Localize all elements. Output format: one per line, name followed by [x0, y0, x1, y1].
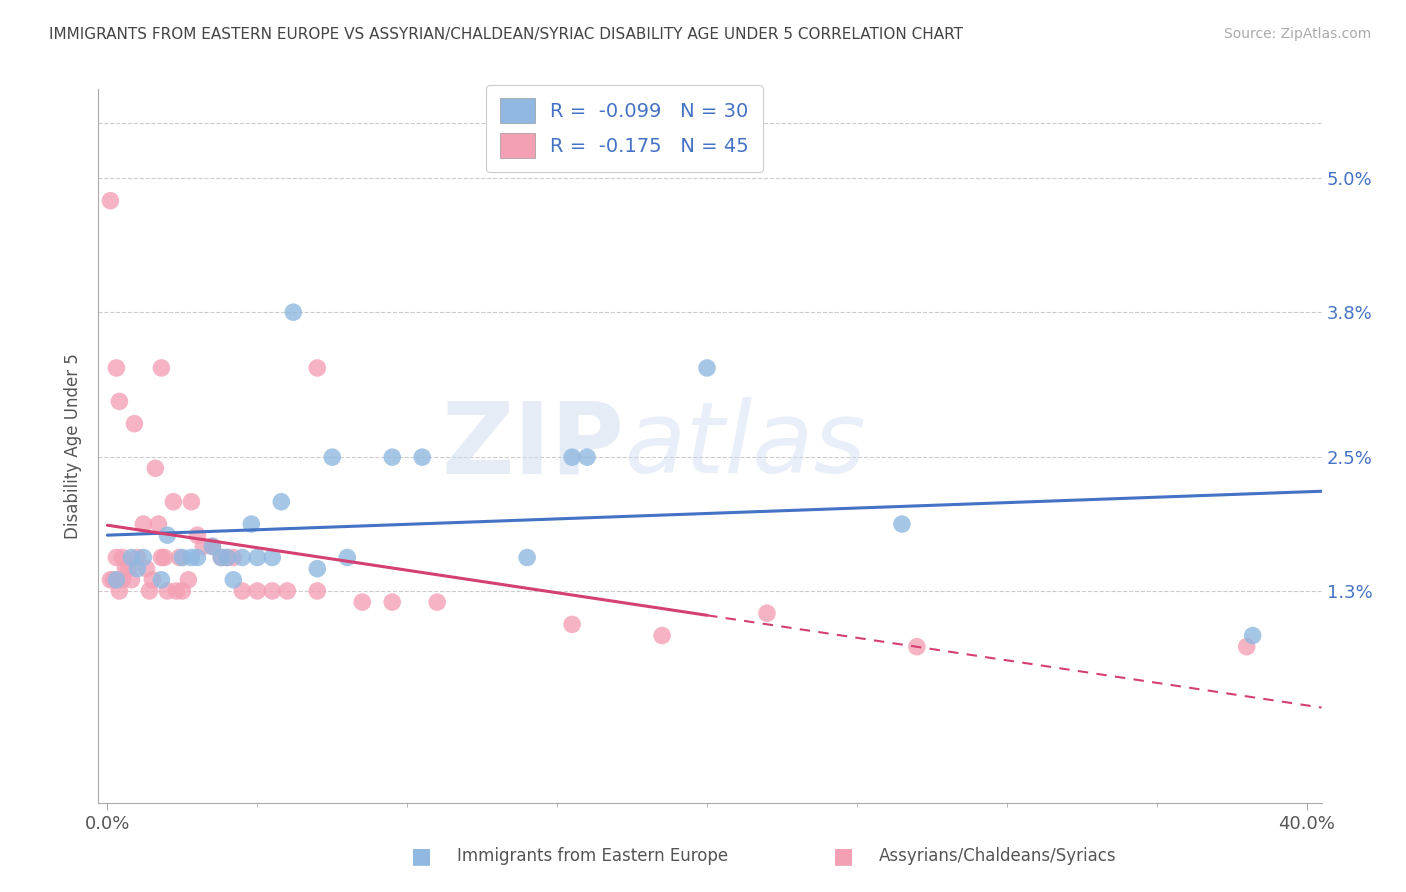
Text: Source: ZipAtlas.com: Source: ZipAtlas.com: [1223, 27, 1371, 41]
Point: [162, 494, 184, 508]
Point: [193, 539, 215, 553]
Point: [426, 595, 449, 609]
Point: [145, 461, 167, 475]
Point: [321, 450, 343, 464]
Point: [153, 550, 176, 565]
Text: Assyrians/Chaldeans/Syriacs: Assyrians/Chaldeans/Syriacs: [879, 847, 1116, 865]
Point: [105, 573, 128, 587]
Point: [696, 360, 718, 375]
Point: [124, 417, 146, 431]
Point: [169, 550, 191, 565]
Point: [127, 550, 149, 565]
Point: [132, 550, 155, 565]
Point: [222, 573, 245, 587]
Point: [180, 494, 202, 508]
Point: [1236, 640, 1258, 654]
Point: [307, 562, 329, 576]
Point: [111, 573, 134, 587]
Y-axis label: Disability Age Under 5: Disability Age Under 5: [65, 353, 83, 539]
Legend: R =  -0.099   N = 30, R =  -0.175   N = 45: R = -0.099 N = 30, R = -0.175 N = 45: [486, 85, 762, 171]
Point: [108, 583, 131, 598]
Point: [240, 516, 263, 531]
Point: [172, 550, 194, 565]
Point: [1241, 628, 1264, 642]
Point: [231, 550, 253, 565]
Point: [105, 360, 128, 375]
Point: [120, 573, 142, 587]
Point: [516, 550, 538, 565]
Text: atlas: atlas: [624, 398, 866, 494]
Point: [117, 562, 139, 576]
Point: [105, 550, 128, 565]
Point: [156, 528, 179, 542]
Text: IMMIGRANTS FROM EASTERN EUROPE VS ASSYRIAN/CHALDEAN/SYRIAC DISABILITY AGE UNDER : IMMIGRANTS FROM EASTERN EUROPE VS ASSYRI…: [49, 27, 963, 42]
Point: [141, 573, 163, 587]
Point: [561, 450, 583, 464]
Point: [222, 550, 245, 565]
Point: [246, 583, 269, 598]
Point: [381, 595, 404, 609]
Point: [352, 595, 374, 609]
Point: [307, 583, 329, 598]
Point: [262, 550, 284, 565]
Point: [756, 607, 779, 621]
Point: [150, 573, 173, 587]
Point: [100, 573, 122, 587]
Point: [890, 516, 912, 531]
Point: [209, 550, 232, 565]
Point: [381, 450, 404, 464]
Point: [111, 550, 134, 565]
Point: [148, 516, 170, 531]
Point: [231, 583, 253, 598]
Point: [217, 550, 239, 565]
Point: [576, 450, 599, 464]
Point: [120, 550, 142, 565]
Point: [651, 628, 673, 642]
Point: [180, 550, 202, 565]
Point: [103, 573, 125, 587]
Point: [150, 360, 173, 375]
Point: [100, 194, 122, 208]
Point: [411, 450, 433, 464]
Text: ■: ■: [834, 847, 853, 866]
Point: [276, 583, 298, 598]
Point: [156, 583, 179, 598]
Point: [246, 550, 269, 565]
Point: [150, 550, 173, 565]
Text: ZIP: ZIP: [441, 398, 624, 494]
Point: [135, 562, 157, 576]
Point: [283, 305, 305, 319]
Point: [217, 550, 239, 565]
Point: [209, 550, 232, 565]
Point: [108, 394, 131, 409]
Point: [165, 583, 187, 598]
Point: [307, 360, 329, 375]
Point: [132, 516, 155, 531]
Point: [262, 583, 284, 598]
Point: [201, 539, 224, 553]
Point: [905, 640, 928, 654]
Point: [177, 573, 200, 587]
Text: Immigrants from Eastern Europe: Immigrants from Eastern Europe: [457, 847, 728, 865]
Text: ■: ■: [412, 847, 432, 866]
Point: [336, 550, 359, 565]
Point: [186, 550, 208, 565]
Point: [172, 583, 194, 598]
Point: [127, 562, 149, 576]
Point: [270, 494, 292, 508]
Point: [561, 617, 583, 632]
Point: [138, 583, 160, 598]
Point: [201, 539, 224, 553]
Point: [114, 562, 136, 576]
Point: [186, 528, 208, 542]
